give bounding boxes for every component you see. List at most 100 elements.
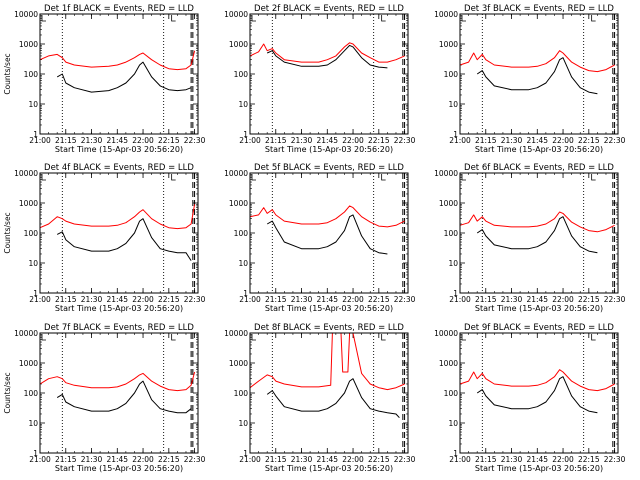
x-tick-label: 22:30 <box>604 136 626 145</box>
y-tick-label: 1000 <box>439 359 458 368</box>
y-tick-label: 10000 <box>14 169 38 178</box>
lld-series-line <box>39 204 196 230</box>
x-tick-label: 21:00 <box>29 136 51 145</box>
lld-series-line <box>459 369 615 392</box>
y-tick-label: 10 <box>238 259 248 268</box>
lld-series-line <box>249 332 405 391</box>
plot-frame <box>249 332 409 454</box>
x-tick-label: 21:45 <box>316 455 338 464</box>
x-tick-label: 21:45 <box>106 455 128 464</box>
x-tick-label: 21:30 <box>501 455 523 464</box>
bracket-marker <box>461 15 466 22</box>
x-axis-label: Start Time (15-Apr-03 20:56:20) <box>475 304 603 313</box>
chart-panel-4: Det 4f BLACK = Events, RED = LLD 1 10 100 10… <box>3 163 206 313</box>
x-tick-label: 21:00 <box>449 136 471 145</box>
events-series-line <box>266 214 388 255</box>
x-axis-label: Start Time (15-Apr-03 20:56:20) <box>55 464 183 473</box>
y-tick-label: 100 <box>444 70 459 79</box>
y-tick-label: 1 <box>33 449 38 458</box>
y-tick-label: 1 <box>33 130 38 139</box>
lld-series-line <box>39 371 196 392</box>
x-tick-label: 22:15 <box>578 295 600 304</box>
x-tick-label: 22:30 <box>184 295 206 304</box>
bracket-marker <box>381 15 386 22</box>
x-tick-label: 22:15 <box>158 295 180 304</box>
x-tick-label: 21:15 <box>475 455 497 464</box>
bracket-marker <box>461 334 466 341</box>
y-tick-label: 1 <box>243 449 248 458</box>
bracket-marker <box>591 334 596 341</box>
y-tick-label: 1000 <box>439 40 458 49</box>
x-tick-label: 22:30 <box>604 455 626 464</box>
x-tick-label: 21:00 <box>29 295 51 304</box>
y-tick-label: 1 <box>453 130 458 139</box>
x-tick-label: 22:15 <box>368 136 390 145</box>
y-tick-label: 100 <box>444 229 459 238</box>
chart-title: Det 3f BLACK = Events, RED = LLD <box>464 4 614 14</box>
x-tick-label: 22:15 <box>368 455 390 464</box>
x-tick-label: 22:15 <box>158 455 180 464</box>
x-tick-label: 21:45 <box>316 136 338 145</box>
bracket-marker <box>251 174 256 181</box>
x-tick-label: 22:00 <box>342 295 364 304</box>
bracket-marker <box>171 15 176 22</box>
y-tick-label: 100 <box>234 389 249 398</box>
x-tick-label: 22:15 <box>578 136 600 145</box>
chart-title: Det 7f BLACK = Events, RED = LLD <box>44 323 194 333</box>
x-tick-label: 21:30 <box>501 295 523 304</box>
x-tick-label: 22:00 <box>342 455 364 464</box>
x-tick-label: 21:45 <box>526 295 548 304</box>
plot-frame <box>39 13 199 135</box>
y-tick-label: 100 <box>24 70 39 79</box>
x-tick-label: 21:30 <box>291 455 313 464</box>
bracket-marker <box>251 334 256 341</box>
chart-title: Det 8f BLACK = Events, RED = LLD <box>254 323 404 333</box>
chart-title: Det 1f BLACK = Events, RED = LLD <box>44 4 194 14</box>
lld-series-line <box>249 42 405 63</box>
y-tick-label: 1 <box>453 289 458 298</box>
y-tick-label: 1000 <box>439 199 458 208</box>
chart-title: Det 6f BLACK = Events, RED = LLD <box>464 163 614 173</box>
plot-frame <box>459 332 619 454</box>
y-tick-label: 1000 <box>229 40 248 49</box>
y-tick-label: 1 <box>453 449 458 458</box>
bracket-marker <box>171 174 176 181</box>
chart-title: Det 4f BLACK = Events, RED = LLD <box>44 163 194 173</box>
x-axis-label: Start Time (15-Apr-03 20:56:20) <box>475 464 603 473</box>
y-tick-label: 10000 <box>434 169 458 178</box>
y-tick-label: 100 <box>234 229 249 238</box>
x-tick-label: 22:00 <box>552 295 574 304</box>
lld-series-line <box>39 50 196 71</box>
x-tick-label: 21:45 <box>106 295 128 304</box>
plot-frame <box>39 172 199 294</box>
y-tick-label: 10000 <box>434 329 458 338</box>
y-tick-label: 1 <box>33 289 38 298</box>
x-tick-label: 21:30 <box>81 136 103 145</box>
lld-series-line <box>249 205 405 228</box>
y-tick-label: 1000 <box>19 359 38 368</box>
y-tick-label: 100 <box>24 389 39 398</box>
x-tick-label: 22:00 <box>132 455 154 464</box>
x-tick-label: 21:00 <box>239 455 261 464</box>
y-axis-label: Counts/sec <box>3 53 12 94</box>
x-tick-label: 21:30 <box>291 295 313 304</box>
y-tick-label: 1000 <box>19 199 38 208</box>
y-tick-label: 100 <box>234 70 249 79</box>
x-tick-label: 21:00 <box>449 455 471 464</box>
plot-frame <box>249 13 409 135</box>
chart-title: Det 5f BLACK = Events, RED = LLD <box>254 163 404 173</box>
y-tick-label: 10 <box>448 100 458 109</box>
bracket-marker <box>591 15 596 22</box>
chart-panel-6: Det 6f BLACK = Events, RED = LLD 1 10 100 10… <box>434 163 625 313</box>
bracket-marker <box>591 174 596 181</box>
x-axis-label: Start Time (15-Apr-03 20:56:20) <box>55 304 183 313</box>
events-series-line <box>56 61 192 93</box>
x-tick-label: 22:00 <box>552 455 574 464</box>
bracket-marker <box>41 15 46 22</box>
chart-panel-2: Det 2f BLACK = Events, RED = LLD 1 10 100 10… <box>224 4 415 154</box>
x-tick-label: 21:15 <box>475 136 497 145</box>
y-tick-label: 1000 <box>229 359 248 368</box>
y-axis-label: Counts/sec <box>3 372 12 413</box>
lld-series-line <box>459 50 615 73</box>
